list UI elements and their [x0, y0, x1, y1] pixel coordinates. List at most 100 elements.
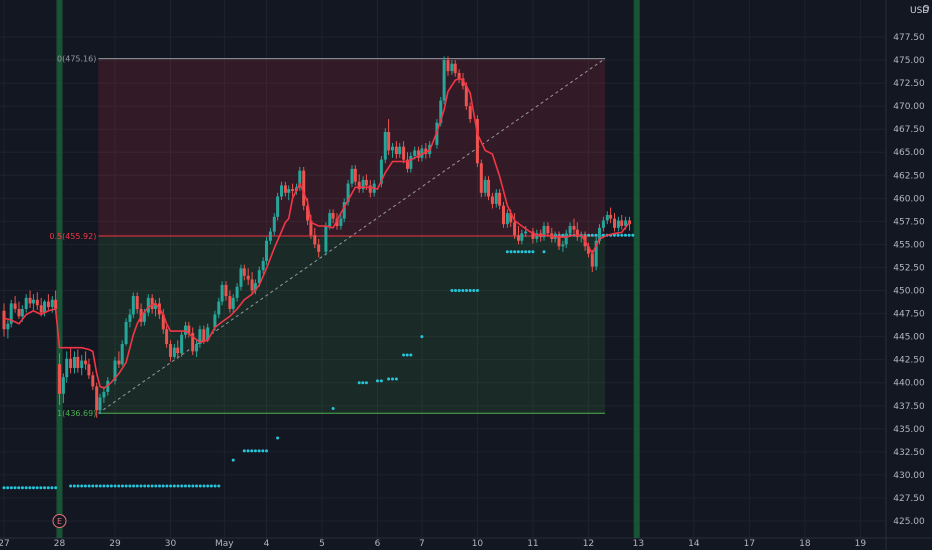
stop-dot	[169, 484, 173, 488]
stop-dot	[135, 484, 139, 488]
candle-body	[268, 231, 272, 241]
candle-body	[590, 253, 594, 267]
candle-body	[502, 205, 505, 225]
time-axis[interactable]: 27 28 29 30 May 4 5 6 7 10 11 12 13 14 17 18 19	[0, 539, 866, 549]
candle-body	[31, 299, 35, 304]
stop-dot	[161, 484, 165, 488]
stop-dot	[361, 381, 365, 385]
price-tick-label: 445.00	[893, 333, 925, 343]
time-tick-label: 18	[799, 539, 811, 549]
stop-dot	[217, 484, 221, 488]
settings-gear-icon[interactable]	[922, 4, 930, 12]
stop-dot	[154, 484, 158, 488]
candle-body	[198, 329, 202, 344]
stop-dot	[627, 233, 631, 237]
candle-body	[594, 240, 598, 267]
session-highlight-bar	[56, 0, 63, 538]
candle-body	[409, 155, 413, 169]
candle-body	[546, 225, 550, 234]
candle-body	[117, 360, 121, 365]
stop-dot	[231, 458, 235, 462]
candle-body	[9, 303, 13, 324]
candle-body	[150, 297, 154, 309]
candle-body	[513, 222, 517, 236]
candle-body	[191, 332, 195, 352]
candle-body	[509, 213, 513, 223]
candle-body	[195, 343, 199, 352]
stop-dot	[2, 486, 6, 490]
stop-dot	[461, 289, 465, 293]
candle-body	[368, 185, 372, 193]
fibonacci-retracement[interactable]: 0(475.16) 0.5(455.92) 1(436.69)	[49, 55, 606, 419]
candle-body	[424, 148, 428, 155]
candle-body	[306, 205, 310, 221]
candle-body	[250, 279, 254, 291]
candle-body	[613, 218, 616, 228]
candle-body	[61, 377, 65, 394]
candle-body	[353, 168, 357, 182]
stop-dot	[72, 484, 76, 488]
candle-body	[39, 305, 43, 313]
time-tick-label: 12	[583, 539, 594, 549]
stop-dot	[524, 250, 528, 254]
fib-level-label: 0.5(455.92)	[49, 232, 96, 241]
stop-dot	[69, 484, 73, 488]
candle-body	[28, 297, 32, 304]
stop-dot	[9, 486, 13, 490]
stop-dot	[35, 486, 39, 490]
price-axis[interactable]: 425.00 427.50 430.00 432.50 435.00 437.50 440.…	[893, 33, 925, 527]
time-tick-label: 11	[527, 539, 538, 549]
candle-body	[483, 179, 487, 193]
price-tick-label: 425.00	[893, 517, 925, 527]
candle-body	[242, 268, 246, 276]
candle-body	[339, 218, 343, 226]
fib-zone-upper	[98, 58, 606, 236]
candle-body	[246, 275, 250, 280]
candle-body	[46, 301, 50, 308]
stop-dot	[191, 484, 195, 488]
stop-dot	[195, 484, 199, 488]
candle-body	[87, 364, 91, 376]
candle-body	[317, 244, 321, 252]
time-tick-label: 17	[744, 539, 755, 549]
stop-dot	[257, 449, 261, 453]
price-tick-label: 470.00	[893, 102, 925, 112]
earnings-marker[interactable]: E	[52, 514, 67, 528]
candle-body	[128, 314, 132, 322]
candle-body	[439, 100, 443, 123]
stop-dot	[20, 486, 24, 490]
candle-body	[165, 329, 169, 344]
candle-body	[98, 397, 102, 411]
stop-dot	[246, 449, 250, 453]
stop-dot	[594, 233, 598, 237]
stop-dot	[46, 486, 50, 490]
candle-body	[231, 297, 235, 309]
stop-dot	[117, 484, 121, 488]
candle-body	[35, 299, 39, 306]
candle-body	[535, 233, 539, 239]
earnings-marker-circle	[52, 514, 67, 528]
stop-dot	[420, 335, 424, 339]
price-tick-label: 430.00	[893, 471, 925, 481]
candle-body	[161, 314, 165, 330]
stop-dot	[6, 486, 10, 490]
stop-dot	[475, 289, 479, 293]
candle-body	[20, 308, 24, 317]
candle-body	[313, 235, 317, 245]
fib-zone-lower	[98, 235, 606, 414]
stop-dot	[102, 484, 106, 488]
candle-body	[54, 299, 58, 309]
stop-dot	[531, 250, 535, 254]
stop-dot	[120, 484, 124, 488]
time-tick-label: 14	[688, 539, 700, 549]
candle-body	[520, 233, 524, 241]
candle-body	[272, 216, 276, 232]
candle-body	[561, 244, 565, 247]
stop-dot	[265, 449, 269, 453]
currency-label[interactable]: USD	[910, 6, 929, 16]
stop-dot	[150, 484, 154, 488]
candle-body	[95, 386, 99, 411]
candle-body	[13, 303, 17, 309]
stop-dot	[106, 484, 110, 488]
